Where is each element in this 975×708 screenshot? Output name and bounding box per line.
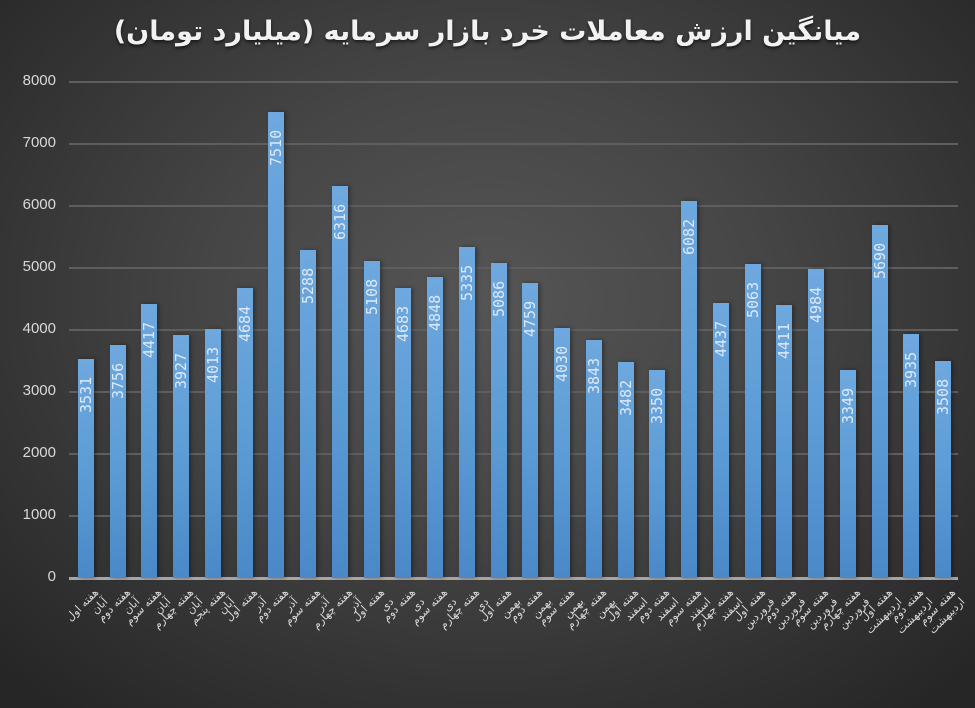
bar xyxy=(300,250,317,578)
bar xyxy=(712,302,729,578)
y-tick-label: 4000 xyxy=(22,320,56,337)
gridline xyxy=(69,453,958,455)
bar xyxy=(363,261,380,578)
bar-value-label: 3935 xyxy=(902,351,921,389)
bar xyxy=(649,370,666,578)
bar-value-label: 5335 xyxy=(457,265,476,302)
bar-value-label: 5108 xyxy=(362,279,381,316)
bar xyxy=(236,287,253,578)
bar xyxy=(427,277,444,578)
bar-value-label: 3349 xyxy=(838,388,857,425)
bar-value-label: 3350 xyxy=(648,388,667,425)
bar-value-label: 3843 xyxy=(584,357,603,394)
y-tick-label: 8000 xyxy=(22,72,56,89)
bar-value-label: 7510 xyxy=(267,130,286,167)
bar-value-label: 4030 xyxy=(553,346,572,383)
bar-value-label: 4848 xyxy=(426,295,445,332)
bar xyxy=(268,112,285,578)
plot-area: 3531 3756 4417 3927 4013 4684 7510 5288 6316 5108… xyxy=(69,81,958,580)
bar xyxy=(744,264,761,578)
gridline xyxy=(69,391,958,393)
bar xyxy=(109,345,126,578)
bar-value-label: 4013 xyxy=(203,347,222,384)
bar xyxy=(490,262,507,578)
bar xyxy=(331,186,348,578)
bar xyxy=(585,339,602,578)
bar xyxy=(77,359,94,578)
bar-value-label: 5063 xyxy=(743,281,762,319)
bar-value-label: 3482 xyxy=(616,379,635,417)
bar xyxy=(935,360,952,578)
bar-value-label: 5690 xyxy=(870,243,889,280)
y-tick-label: 2000 xyxy=(22,444,56,461)
bar-value-label: 4437 xyxy=(711,320,730,357)
y-tick-label: 1000 xyxy=(22,506,56,523)
bar-value-label: 4684 xyxy=(235,305,254,342)
gridline xyxy=(69,81,958,83)
bar-value-label: 3531 xyxy=(76,376,95,414)
bar xyxy=(522,282,539,578)
bar-value-label: 6316 xyxy=(330,204,349,241)
bar-value-label: 5086 xyxy=(489,280,508,317)
bar-value-label: 3508 xyxy=(934,378,953,415)
bar-value-label: 6082 xyxy=(680,218,699,255)
x-axis-line xyxy=(69,577,958,580)
bar xyxy=(839,370,856,578)
bar xyxy=(173,334,190,578)
y-tick-label: 7000 xyxy=(22,134,56,151)
bar xyxy=(395,287,412,578)
bar-value-label: 4417 xyxy=(140,322,159,359)
bar xyxy=(204,329,221,578)
gridline xyxy=(69,329,958,331)
gridline xyxy=(69,205,958,207)
chart-title: میانگین ارزش معاملات خرد بازار سرمایه (م… xyxy=(113,16,862,47)
bar xyxy=(681,200,698,578)
y-tick-label: 3000 xyxy=(22,382,56,399)
bar xyxy=(776,304,793,578)
y-tick-label: 6000 xyxy=(22,196,56,213)
bar-value-label: 4683 xyxy=(394,305,413,342)
bar xyxy=(141,304,158,578)
gridline xyxy=(69,267,958,269)
bar xyxy=(458,247,475,578)
y-tick-label: 0 xyxy=(47,568,56,585)
gridline xyxy=(69,515,958,517)
bar xyxy=(617,362,634,578)
bar-value-label: 4411 xyxy=(775,322,794,359)
bar-value-label: 5288 xyxy=(299,268,318,305)
bar-value-label: 4759 xyxy=(521,300,540,337)
bar xyxy=(903,334,920,578)
bar xyxy=(554,328,571,578)
bar xyxy=(871,225,888,578)
bar-value-label: 4984 xyxy=(807,286,826,323)
bar-value-label: 3927 xyxy=(172,352,191,389)
bar-value-label: 3756 xyxy=(108,363,127,400)
gridline xyxy=(69,143,958,145)
bar xyxy=(808,269,825,578)
y-tick-label: 5000 xyxy=(22,258,56,275)
